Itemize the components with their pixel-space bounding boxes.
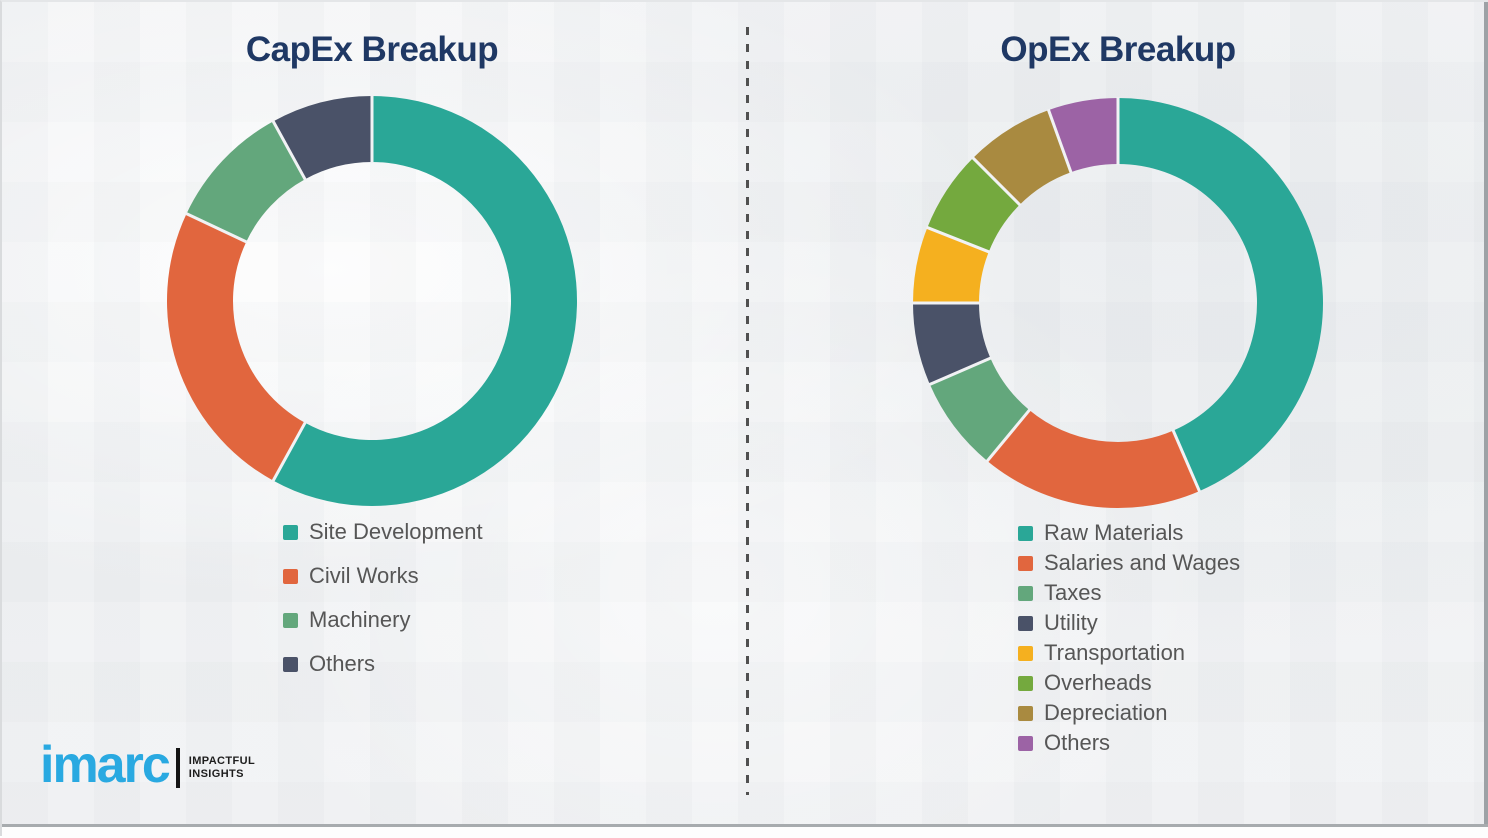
imarc-logo: imarc IMPACTFUL INSIGHTS <box>40 736 255 794</box>
logo-tagline-line2: INSIGHTS <box>188 768 244 781</box>
legend-item-site-development: Site Development <box>283 510 483 554</box>
legend-item-depreciation: Depreciation <box>1018 698 1240 728</box>
legend-swatch-machinery <box>283 612 298 628</box>
legend-item-others: Others <box>283 642 483 686</box>
legend-swatch-taxes <box>1018 585 1033 601</box>
legend-label-salaries-and-wages: Salaries and Wages <box>1044 550 1241 575</box>
legend-label-raw-materials: Raw Materials <box>1044 520 1184 545</box>
legend-label-transportation: Transportation <box>1044 640 1186 665</box>
legend-item-salaries-and-wages: Salaries and Wages <box>1018 548 1240 578</box>
donut-slice-raw-materials <box>1118 98 1324 492</box>
legend-swatch-civil-works <box>283 568 298 584</box>
donut-slice-machinery <box>186 121 306 242</box>
donut-slice-salaries-and-wages <box>987 410 1200 509</box>
legend-item-machinery: Machinery <box>283 598 483 642</box>
legend-label-taxes: Taxes <box>1044 580 1102 605</box>
divider-dashed-line <box>746 27 749 795</box>
capex-legend: Site Development Civil Works Machinery Othe… <box>283 510 483 686</box>
legend-swatch-others <box>1018 735 1033 751</box>
donut-slice-separator <box>271 421 307 483</box>
donut-slice-separator <box>985 408 1032 463</box>
donut-slice-taxes <box>929 358 1030 461</box>
logo-divider-bar <box>175 748 180 789</box>
legend-item-utility: Utility <box>1018 608 1240 638</box>
logo-tagline: IMPACTFUL INSIGHTS <box>189 755 255 781</box>
legend-swatch-transportation <box>1018 645 1033 661</box>
donut-slice-separator <box>928 356 992 387</box>
opex-donut-chart <box>912 97 1324 509</box>
donut-slice-separator <box>1046 108 1073 174</box>
legend-label-machinery: Machinery <box>309 607 411 632</box>
legend-item-taxes: Taxes <box>1018 578 1240 608</box>
legend-swatch-utility <box>1018 615 1033 631</box>
donut-slice-separator <box>971 156 1022 207</box>
legend-label-overheads: Overheads <box>1044 670 1152 695</box>
legend-item-others: Others <box>1018 728 1240 758</box>
legend-swatch-raw-materials <box>1018 525 1033 541</box>
capex-chart-title: CapEx Breakup <box>245 30 499 69</box>
logo-tagline-line1: IMPACTFUL <box>188 755 256 768</box>
legend-swatch-others <box>283 656 298 672</box>
logo-wordmark: imarc <box>40 736 171 794</box>
donut-slice-separator <box>925 225 991 254</box>
frame-border-bottom <box>2 824 1488 827</box>
donut-slice-civil-works <box>167 213 306 481</box>
legend-swatch-depreciation <box>1018 705 1033 721</box>
donut-slice-site-development <box>273 96 578 506</box>
legend-item-transportation: Transportation <box>1018 638 1240 668</box>
donut-slice-separator <box>1171 429 1202 493</box>
legend-item-raw-materials: Raw Materials <box>1018 518 1240 548</box>
legend-label-others: Others <box>309 651 376 676</box>
donut-slice-others <box>273 96 372 180</box>
frame-border-bottom-margin <box>2 827 1488 838</box>
opex-legend: Raw Materials Salaries and Wages Taxes Util… <box>1018 518 1240 758</box>
legend-swatch-site-development <box>283 524 298 540</box>
legend-label-site-development: Site Development <box>309 519 483 544</box>
donut-slice-overheads <box>927 158 1020 252</box>
opex-chart-title: OpEx Breakup <box>1000 30 1236 69</box>
donut-slice-transportation <box>913 227 989 303</box>
donut-slice-separator <box>271 119 307 181</box>
legend-item-civil-works: Civil Works <box>283 554 483 598</box>
legend-swatch-salaries-and-wages <box>1018 555 1033 571</box>
capex-donut-chart <box>167 95 578 506</box>
legend-label-utility: Utility <box>1044 610 1098 635</box>
legend-label-civil-works: Civil Works <box>309 563 419 588</box>
legend-item-overheads: Overheads <box>1018 668 1240 698</box>
frame-border-right <box>1484 2 1488 838</box>
donut-slice-separator <box>184 211 248 244</box>
donut-slice-others <box>1048 98 1118 173</box>
legend-label-depreciation: Depreciation <box>1044 700 1168 725</box>
legend-swatch-overheads <box>1018 675 1033 691</box>
legend-label-others: Others <box>1044 730 1111 755</box>
donut-slice-utility <box>913 303 991 385</box>
